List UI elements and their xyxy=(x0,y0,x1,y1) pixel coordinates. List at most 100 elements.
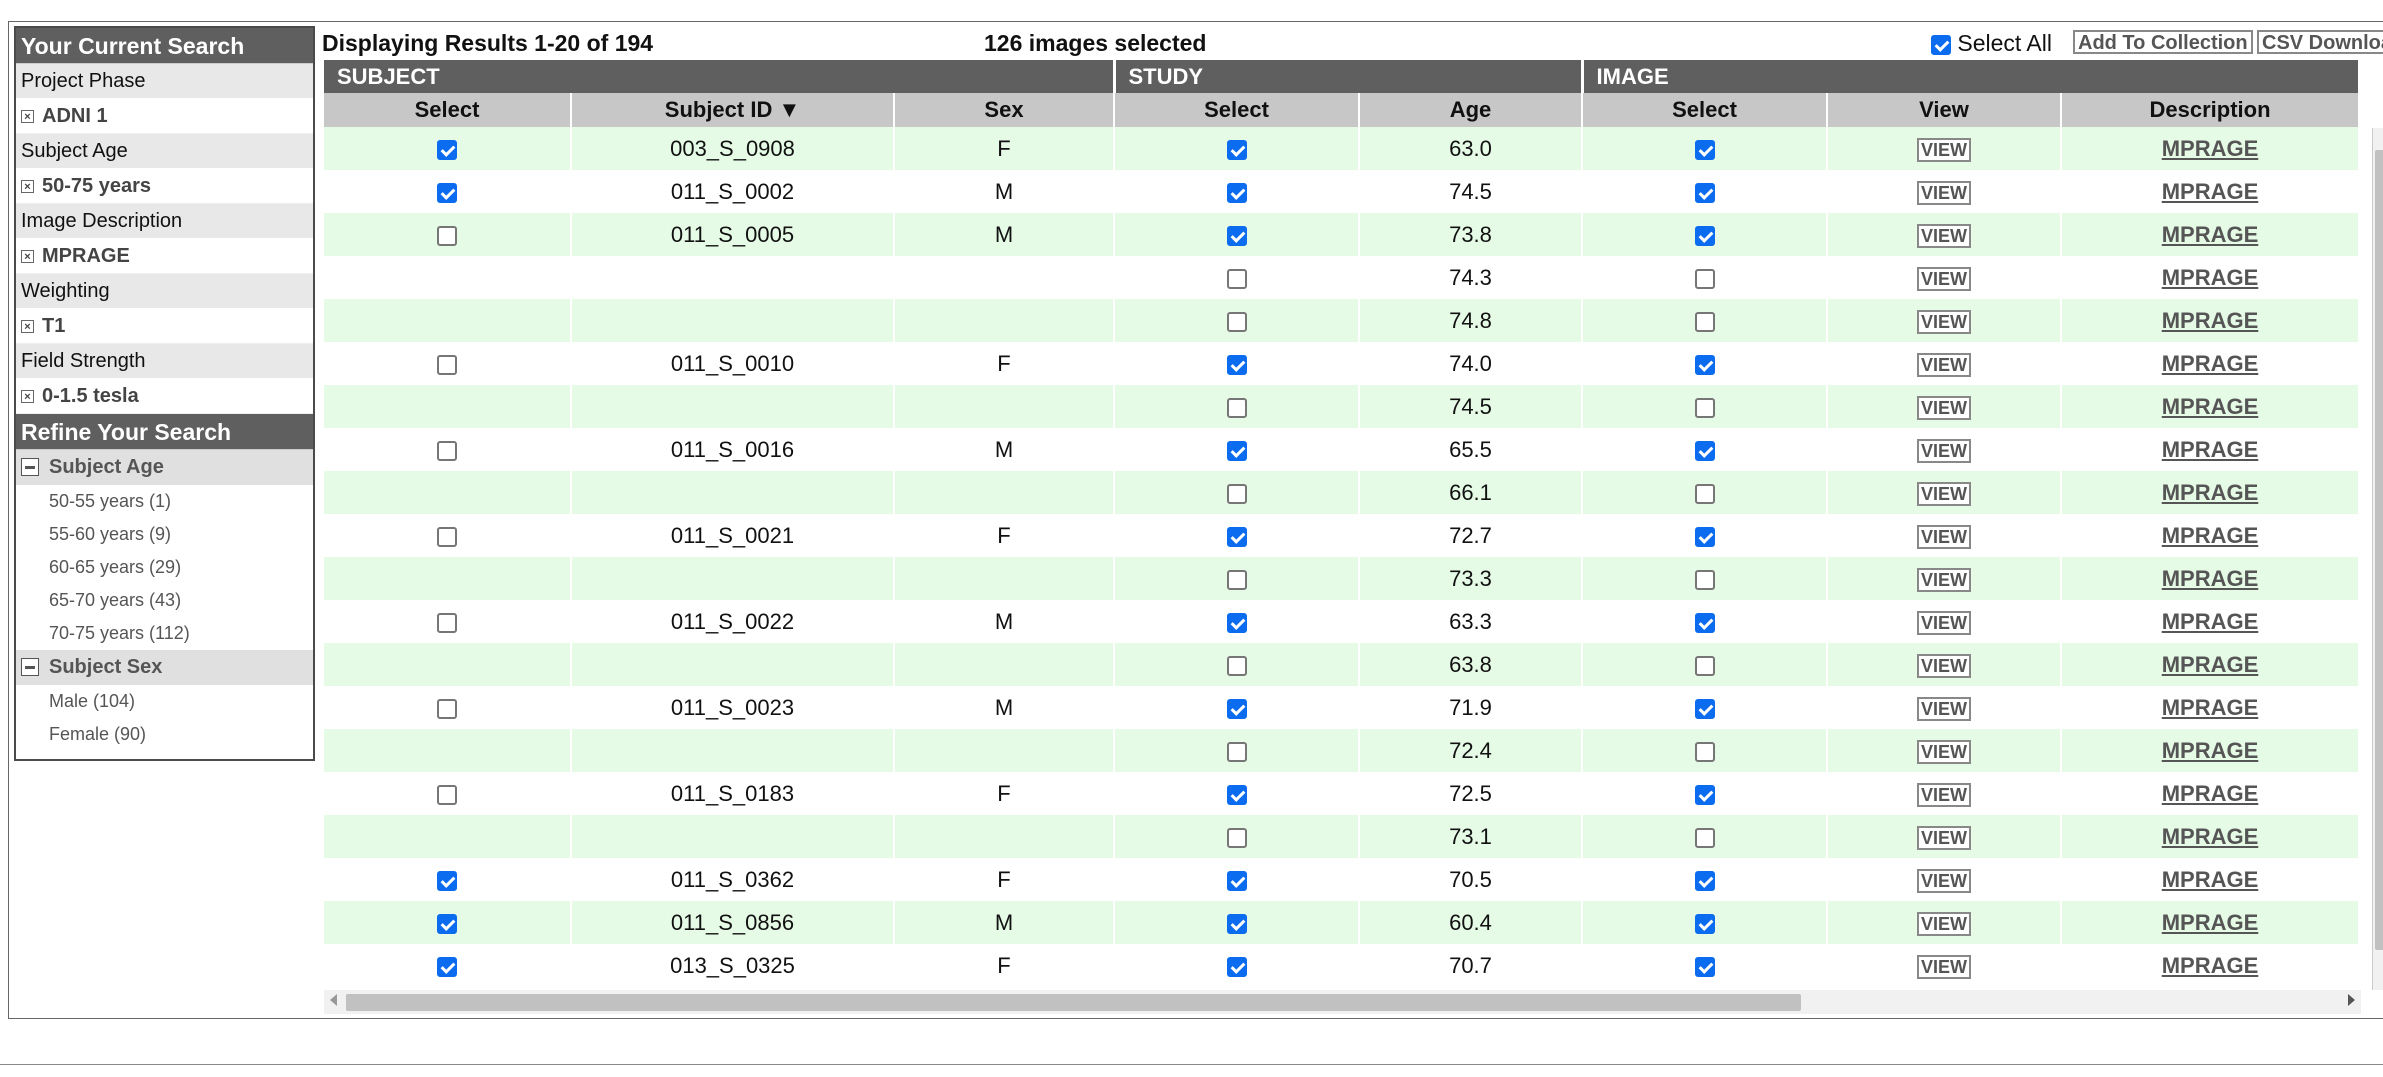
view-button[interactable]: VIEW xyxy=(1916,954,1971,979)
image-select-checkbox[interactable] xyxy=(1694,913,1715,934)
refine-group-header[interactable]: Subject Sex xyxy=(16,650,313,685)
subject-select-checkbox[interactable] xyxy=(437,440,457,461)
scroll-right-icon[interactable] xyxy=(2348,994,2355,1006)
subject-select-checkbox[interactable] xyxy=(437,612,457,633)
subject-select-checkbox[interactable] xyxy=(437,225,457,246)
study-select-checkbox[interactable] xyxy=(1226,655,1247,676)
view-button[interactable]: VIEW xyxy=(1916,696,1971,721)
view-button[interactable]: VIEW xyxy=(1916,825,1971,850)
select-all[interactable]: Select All xyxy=(1931,26,2052,60)
description-link[interactable]: MPRAGE xyxy=(2161,952,2259,978)
description-link[interactable]: MPRAGE xyxy=(2161,264,2259,290)
image-select-checkbox[interactable] xyxy=(1694,354,1715,375)
study-select-checkbox[interactable] xyxy=(1226,913,1247,934)
view-button[interactable]: VIEW xyxy=(1916,223,1971,248)
view-button[interactable]: VIEW xyxy=(1916,868,1971,893)
description-link[interactable]: MPRAGE xyxy=(2161,350,2259,376)
view-button[interactable]: VIEW xyxy=(1916,137,1971,162)
study-select-checkbox[interactable] xyxy=(1226,741,1247,762)
description-link[interactable]: MPRAGE xyxy=(2161,436,2259,462)
refine-option[interactable]: 55-60 years (9) xyxy=(49,524,172,544)
view-button[interactable]: VIEW xyxy=(1916,782,1971,807)
view-button[interactable]: VIEW xyxy=(1916,911,1971,936)
study-select-checkbox[interactable] xyxy=(1226,397,1247,418)
view-button[interactable]: VIEW xyxy=(1916,739,1971,764)
description-link[interactable]: MPRAGE xyxy=(2161,694,2259,720)
description-link[interactable]: MPRAGE xyxy=(2161,737,2259,763)
collapse-icon[interactable] xyxy=(21,458,39,476)
study-select-checkbox[interactable] xyxy=(1226,956,1247,977)
column-subject-id[interactable]: Subject ID ▼ xyxy=(571,93,895,127)
image-select-checkbox[interactable] xyxy=(1694,397,1715,418)
study-select-checkbox[interactable] xyxy=(1226,870,1247,891)
column-description[interactable]: Description xyxy=(2061,93,2359,127)
view-button[interactable]: VIEW xyxy=(1916,352,1971,377)
study-select-checkbox[interactable] xyxy=(1226,440,1247,461)
image-select-checkbox[interactable] xyxy=(1694,440,1715,461)
image-select-checkbox[interactable] xyxy=(1694,182,1715,203)
description-link[interactable]: MPRAGE xyxy=(2161,651,2259,677)
column-sex[interactable]: Sex xyxy=(894,93,1115,127)
refine-option[interactable]: Female (90) xyxy=(49,724,147,744)
description-link[interactable]: MPRAGE xyxy=(2161,866,2259,892)
subject-select-checkbox[interactable] xyxy=(437,784,457,805)
subject-select-checkbox[interactable] xyxy=(437,139,457,160)
view-button[interactable]: VIEW xyxy=(1916,567,1971,592)
collapse-icon[interactable] xyxy=(21,658,39,676)
scroll-left-icon[interactable] xyxy=(330,994,337,1006)
image-select-checkbox[interactable] xyxy=(1694,569,1715,590)
view-button[interactable]: VIEW xyxy=(1916,481,1971,506)
image-select-checkbox[interactable] xyxy=(1694,956,1715,977)
study-select-checkbox[interactable] xyxy=(1226,827,1247,848)
subject-select-checkbox[interactable] xyxy=(437,354,457,375)
description-link[interactable]: MPRAGE xyxy=(2161,393,2259,419)
description-link[interactable]: MPRAGE xyxy=(2161,221,2259,247)
description-link[interactable]: MPRAGE xyxy=(2161,522,2259,548)
image-select-checkbox[interactable] xyxy=(1694,268,1715,289)
image-select-checkbox[interactable] xyxy=(1694,612,1715,633)
vertical-scroll-thumb[interactable] xyxy=(2375,150,2383,950)
vertical-scrollbar[interactable] xyxy=(2372,128,2383,990)
subject-select-checkbox[interactable] xyxy=(437,182,457,203)
study-select-checkbox[interactable] xyxy=(1226,354,1247,375)
description-link[interactable]: MPRAGE xyxy=(2161,780,2259,806)
study-select-checkbox[interactable] xyxy=(1226,182,1247,203)
view-button[interactable]: VIEW xyxy=(1916,395,1971,420)
description-link[interactable]: MPRAGE xyxy=(2161,565,2259,591)
remove-criteria-icon[interactable]: × xyxy=(21,320,34,333)
subject-select-checkbox[interactable] xyxy=(437,956,457,977)
column-age[interactable]: Age xyxy=(1359,93,1583,127)
horizontal-scroll-thumb[interactable] xyxy=(346,994,1801,1011)
remove-criteria-icon[interactable]: × xyxy=(21,180,34,193)
description-link[interactable]: MPRAGE xyxy=(2161,307,2259,333)
study-select-checkbox[interactable] xyxy=(1226,311,1247,332)
add-to-collection-button[interactable]: Add To Collection xyxy=(2073,30,2253,54)
description-link[interactable]: MPRAGE xyxy=(2161,608,2259,634)
study-select-checkbox[interactable] xyxy=(1226,225,1247,246)
image-select-checkbox[interactable] xyxy=(1694,827,1715,848)
image-select-checkbox[interactable] xyxy=(1694,870,1715,891)
subject-select-checkbox[interactable] xyxy=(437,870,457,891)
remove-criteria-icon[interactable]: × xyxy=(21,250,34,263)
refine-group-header[interactable]: Subject Age xyxy=(16,450,313,485)
csv-download-button[interactable]: CSV Download xyxy=(2257,30,2383,54)
description-link[interactable]: MPRAGE xyxy=(2161,479,2259,505)
study-select-checkbox[interactable] xyxy=(1226,569,1247,590)
subject-select-checkbox[interactable] xyxy=(437,698,457,719)
refine-option[interactable]: 60-65 years (29) xyxy=(49,557,182,577)
image-select-checkbox[interactable] xyxy=(1694,526,1715,547)
refine-option[interactable]: 70-75 years (112) xyxy=(49,623,190,643)
view-button[interactable]: VIEW xyxy=(1916,524,1971,549)
study-select-checkbox[interactable] xyxy=(1226,612,1247,633)
image-select-checkbox[interactable] xyxy=(1694,655,1715,676)
description-link[interactable]: MPRAGE xyxy=(2161,823,2259,849)
refine-option[interactable]: Male (104) xyxy=(49,691,136,711)
image-select-checkbox[interactable] xyxy=(1694,741,1715,762)
description-link[interactable]: MPRAGE xyxy=(2161,178,2259,204)
view-button[interactable]: VIEW xyxy=(1916,180,1971,205)
subject-select-checkbox[interactable] xyxy=(437,913,457,934)
image-select-checkbox[interactable] xyxy=(1694,311,1715,332)
refine-option[interactable]: 50-55 years (1) xyxy=(49,491,172,511)
view-button[interactable]: VIEW xyxy=(1916,309,1971,334)
image-select-checkbox[interactable] xyxy=(1694,483,1715,504)
